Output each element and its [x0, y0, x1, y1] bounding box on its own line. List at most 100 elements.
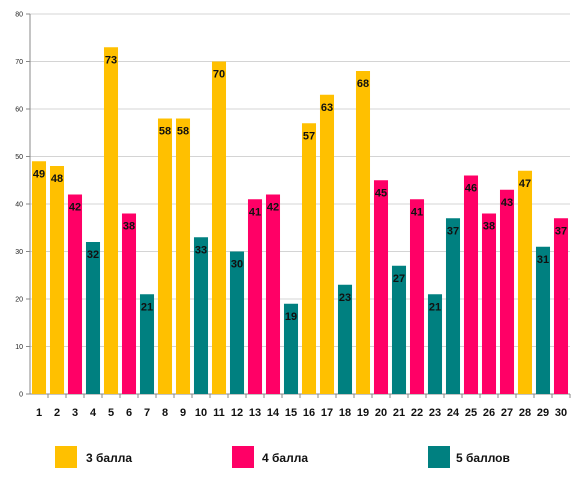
- bar: [355, 71, 371, 394]
- bar: [445, 218, 461, 394]
- data-label: 37: [447, 225, 459, 237]
- x-tick-label: 9: [180, 407, 186, 419]
- x-tick-label: 8: [162, 407, 168, 419]
- x-tick-label: 21: [393, 407, 405, 419]
- data-label: 23: [339, 292, 351, 304]
- y-tick-label: 0: [19, 392, 23, 399]
- x-tick-label: 18: [339, 407, 351, 419]
- data-label: 27: [393, 273, 405, 285]
- bars: [31, 47, 569, 394]
- y-tick-label: 30: [15, 249, 23, 256]
- bar: [481, 213, 497, 394]
- y-tick-label: 20: [15, 297, 23, 304]
- bar: [229, 251, 245, 394]
- x-tick-label: 6: [126, 407, 132, 419]
- bar: [463, 175, 479, 394]
- legend-swatch: [232, 446, 254, 468]
- x-tick-label: 11: [213, 407, 225, 419]
- data-label: 63: [321, 102, 333, 114]
- bar: [49, 166, 65, 394]
- bar: [319, 94, 335, 394]
- bar: [409, 199, 425, 394]
- bar: [157, 118, 173, 394]
- x-tick-label: 7: [144, 407, 150, 419]
- y-tick-label: 60: [15, 107, 23, 114]
- data-label: 58: [159, 126, 171, 138]
- x-tick-label: 19: [357, 407, 369, 419]
- data-label: 47: [519, 178, 531, 190]
- data-label: 57: [303, 130, 315, 142]
- data-label: 41: [249, 206, 261, 218]
- legend-swatch: [55, 446, 77, 468]
- data-label: 48: [51, 173, 63, 185]
- y-tick-label: 40: [15, 202, 23, 209]
- legend-label: 4 балла: [262, 451, 308, 465]
- bar: [499, 189, 515, 394]
- data-label: 38: [123, 221, 135, 233]
- bar: [103, 47, 119, 394]
- axes: [26, 13, 571, 398]
- data-label: 30: [231, 259, 243, 271]
- bar: [85, 242, 101, 394]
- x-tick-label: 30: [555, 407, 567, 419]
- data-label: 46: [465, 183, 477, 195]
- x-tick-label: 17: [321, 407, 333, 419]
- y-tick-label: 70: [15, 59, 23, 66]
- x-tick-label: 1: [36, 407, 42, 419]
- x-tick-label: 16: [303, 407, 315, 419]
- data-label: 45: [375, 187, 387, 199]
- x-tick-label: 20: [375, 407, 387, 419]
- data-label: 42: [267, 202, 279, 214]
- bar: [301, 123, 317, 394]
- x-tick-label: 27: [501, 407, 513, 419]
- legend-label: 5 баллов: [456, 451, 510, 465]
- x-tick-label: 10: [195, 407, 207, 419]
- data-label: 21: [429, 301, 441, 313]
- data-label: 33: [195, 244, 207, 256]
- y-tick-label: 80: [15, 12, 23, 19]
- y-tick-label: 10: [15, 344, 23, 351]
- x-tick-label: 22: [411, 407, 423, 419]
- x-tick-label: 13: [249, 407, 261, 419]
- bar: [175, 118, 191, 394]
- x-tick-label: 14: [267, 407, 280, 419]
- data-label: 58: [177, 126, 189, 138]
- data-labels: 49 48 42 32 73 38 21 58 58 33 70 30 41 42 19 57 63 23 68 45…: [33, 54, 567, 323]
- bar: [535, 246, 551, 394]
- legend: 3 балла 4 балла 5 баллов: [55, 446, 510, 468]
- data-label: 31: [537, 254, 549, 266]
- x-tick-label: 12: [231, 407, 243, 419]
- x-tick-label: 25: [465, 407, 477, 419]
- bar: [373, 180, 389, 394]
- data-label: 73: [105, 54, 117, 66]
- x-tick-label: 23: [429, 407, 441, 419]
- grid-lines: [30, 13, 570, 347]
- data-label: 42: [69, 202, 81, 214]
- bar: [283, 303, 299, 394]
- data-label: 38: [483, 221, 495, 233]
- bar: [31, 161, 47, 394]
- x-tick-label: 3: [72, 407, 78, 419]
- data-label: 68: [357, 78, 369, 90]
- bar: [121, 213, 137, 394]
- bar: [427, 294, 443, 394]
- y-tick-label: 50: [15, 154, 23, 161]
- bar: [265, 194, 281, 394]
- x-tick-label: 2: [54, 407, 60, 419]
- x-tick-label: 15: [285, 407, 297, 419]
- bar: [139, 294, 155, 394]
- bar: [211, 61, 227, 394]
- data-label: 37: [555, 225, 567, 237]
- bar: [553, 218, 569, 394]
- x-tick-label: 26: [483, 407, 495, 419]
- bar: [193, 237, 209, 394]
- data-label: 70: [213, 69, 225, 81]
- bar: [391, 265, 407, 394]
- x-tick-label: 5: [108, 407, 114, 419]
- x-tick-label: 28: [519, 407, 531, 419]
- x-tick-label: 29: [537, 407, 549, 419]
- bar: [247, 199, 263, 394]
- data-label: 21: [141, 301, 153, 313]
